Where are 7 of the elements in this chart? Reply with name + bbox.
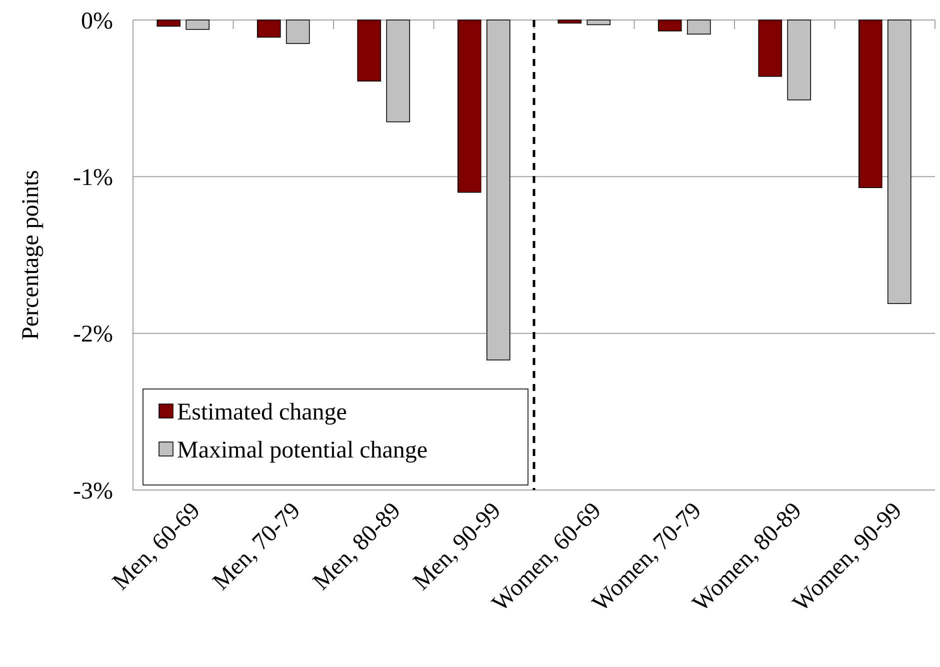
y-tick-label: 0% <box>81 8 113 34</box>
legend-label: Estimated change <box>177 399 347 426</box>
y-tick-label: -3% <box>73 478 114 504</box>
y-tick-label: -1% <box>73 165 114 192</box>
legend-label: Maximal potential change <box>177 437 428 464</box>
y-axis-title: Percentage points <box>18 170 44 340</box>
y-tick-label: -2% <box>73 322 114 348</box>
